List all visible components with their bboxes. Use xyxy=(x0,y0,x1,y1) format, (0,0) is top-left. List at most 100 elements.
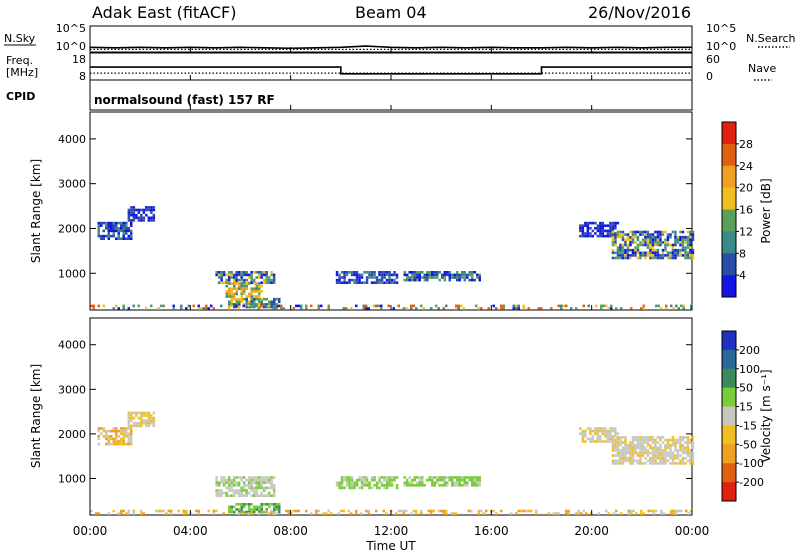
power-cell xyxy=(335,278,339,282)
velocity-cell xyxy=(684,449,687,452)
power-cell xyxy=(228,292,231,296)
velocity-cell xyxy=(636,438,640,442)
power-cell xyxy=(102,237,105,240)
power-cell xyxy=(636,230,640,234)
power-cell xyxy=(646,238,650,242)
velocity-cell xyxy=(125,432,128,435)
power-cell xyxy=(614,243,617,247)
power-cell xyxy=(406,278,409,282)
velocity-cell xyxy=(125,427,128,430)
power-cell xyxy=(335,271,339,274)
velocity-cell xyxy=(182,512,185,515)
velocity-cell xyxy=(664,456,667,460)
velocity-cell xyxy=(586,437,590,441)
velocity-cell xyxy=(690,509,693,513)
power-cell xyxy=(426,276,429,279)
velocity-colorbar-label-1: 100 xyxy=(739,363,760,376)
velocity-cell xyxy=(646,441,650,444)
velocity-cell xyxy=(607,512,610,515)
power-cell xyxy=(245,271,248,274)
velocity-cell xyxy=(594,432,597,435)
power-cell xyxy=(471,273,474,277)
power-cell xyxy=(610,307,613,310)
velocity-cell xyxy=(443,476,446,479)
velocity-cell xyxy=(476,476,479,479)
power-cell xyxy=(355,273,359,277)
power-cell xyxy=(132,213,136,217)
velocity-colorbar-label-3: 15 xyxy=(739,401,753,414)
power-cell xyxy=(664,238,667,242)
velocity-cell xyxy=(686,443,690,447)
power-cell xyxy=(646,241,650,244)
power-cell xyxy=(355,276,359,279)
velocity-cell xyxy=(631,456,635,460)
power-cell xyxy=(689,235,692,239)
power-cell xyxy=(258,292,261,296)
velocity-cell xyxy=(242,486,246,490)
power-cell xyxy=(403,271,406,274)
power-cell xyxy=(388,278,391,282)
power-cell xyxy=(267,276,271,279)
power-cell xyxy=(383,271,386,274)
velocity-cell xyxy=(247,484,251,487)
velocity-cell xyxy=(671,454,675,457)
power-cell xyxy=(235,282,238,285)
velocity-cell xyxy=(478,484,481,487)
velocity-cell xyxy=(140,411,143,415)
power-cell xyxy=(601,234,605,238)
power-cell xyxy=(235,271,238,274)
velocity-cell xyxy=(115,429,118,433)
power-cell xyxy=(107,232,110,235)
velocity-cell xyxy=(639,446,642,450)
velocity-cell xyxy=(661,451,665,455)
power-cell xyxy=(654,235,657,239)
power-cell xyxy=(340,276,344,279)
velocity-cell xyxy=(589,437,592,441)
velocity-cell xyxy=(338,484,341,487)
power-cell xyxy=(659,230,662,234)
velocity-cell xyxy=(137,416,141,420)
power-cell xyxy=(343,278,346,282)
power-cell xyxy=(112,234,115,238)
velocity-cell xyxy=(222,476,226,479)
power-cell xyxy=(619,233,622,236)
velocity-cell xyxy=(684,451,687,455)
power-cell xyxy=(270,305,273,309)
power-cell xyxy=(471,276,474,279)
power-cell xyxy=(689,246,692,249)
power-cell xyxy=(656,248,660,252)
power-cell xyxy=(162,304,165,308)
power-cell xyxy=(624,238,627,242)
power-cell xyxy=(586,234,590,238)
power-cell xyxy=(586,221,590,225)
power-cell xyxy=(150,216,153,220)
velocity-cell xyxy=(644,441,647,444)
power-cell xyxy=(272,276,276,279)
power-cell xyxy=(350,271,354,274)
velocity-cell xyxy=(601,427,605,430)
power-cell xyxy=(681,235,685,239)
power-cell xyxy=(132,211,136,214)
velocity-cell xyxy=(581,440,585,443)
velocity-cell xyxy=(225,481,228,484)
power-cell xyxy=(596,234,600,238)
velocity-cell xyxy=(644,438,647,442)
power-cell xyxy=(609,224,612,227)
power-cell xyxy=(684,256,687,260)
power-cell xyxy=(461,273,464,277)
velocity-cell xyxy=(660,509,663,513)
velocity-cell xyxy=(227,476,231,479)
velocity-region-7 xyxy=(611,436,695,465)
velocity-cell xyxy=(132,416,136,420)
velocity-cell xyxy=(639,438,642,442)
velocity-cell xyxy=(661,454,665,457)
power-cell xyxy=(682,304,685,308)
power-cell xyxy=(686,230,690,234)
velocity-cell xyxy=(555,512,558,515)
velocity-cell xyxy=(112,442,115,446)
power-cell xyxy=(250,271,253,274)
power-cell xyxy=(457,307,460,310)
velocity-cell xyxy=(142,411,146,415)
power-cell xyxy=(242,278,246,282)
velocity-cell xyxy=(385,484,389,487)
